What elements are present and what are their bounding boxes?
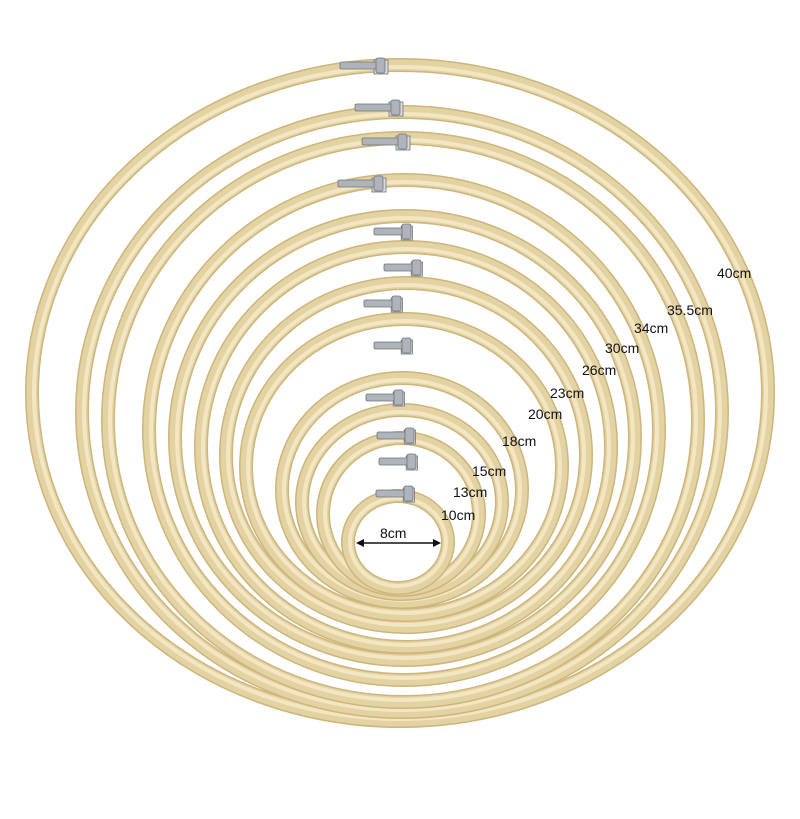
screw-icon xyxy=(383,259,423,277)
label-23cm: 23cm xyxy=(550,385,585,401)
hoop-ring xyxy=(239,312,569,622)
screw-icon xyxy=(378,453,418,471)
label-30cm: 30cm xyxy=(605,340,640,356)
label-8cm: 8cm xyxy=(380,525,407,541)
screw-icon xyxy=(354,99,404,117)
hoop-ring xyxy=(194,240,618,654)
label-40cm: 40cm xyxy=(717,265,752,281)
screw-icon xyxy=(363,295,403,313)
screw-icon xyxy=(337,175,387,193)
screw-icon xyxy=(373,223,413,241)
hoop-ring xyxy=(219,276,593,634)
diameter-arrow xyxy=(356,539,441,547)
label-15cm: 15cm xyxy=(472,463,507,479)
screw-icon xyxy=(373,337,413,355)
label-26cm: 26cm xyxy=(582,362,617,378)
hoop-ring xyxy=(25,58,775,728)
hoop-ring xyxy=(168,209,642,667)
label-20cm: 20cm xyxy=(528,406,563,422)
screw-icon xyxy=(365,389,405,407)
screw-icon xyxy=(339,57,389,75)
label-18cm: 18cm xyxy=(502,433,537,449)
hoop-ring xyxy=(142,173,666,687)
screw-icon xyxy=(361,133,411,151)
label-35-5cm: 35.5cm xyxy=(667,302,713,318)
hoop-ring xyxy=(275,371,529,609)
label-34cm: 34cm xyxy=(634,320,669,336)
screw-icon xyxy=(376,427,416,445)
label-10cm: 10cm xyxy=(441,507,476,523)
screw-icon xyxy=(375,485,415,503)
label-13cm: 13cm xyxy=(453,484,488,500)
